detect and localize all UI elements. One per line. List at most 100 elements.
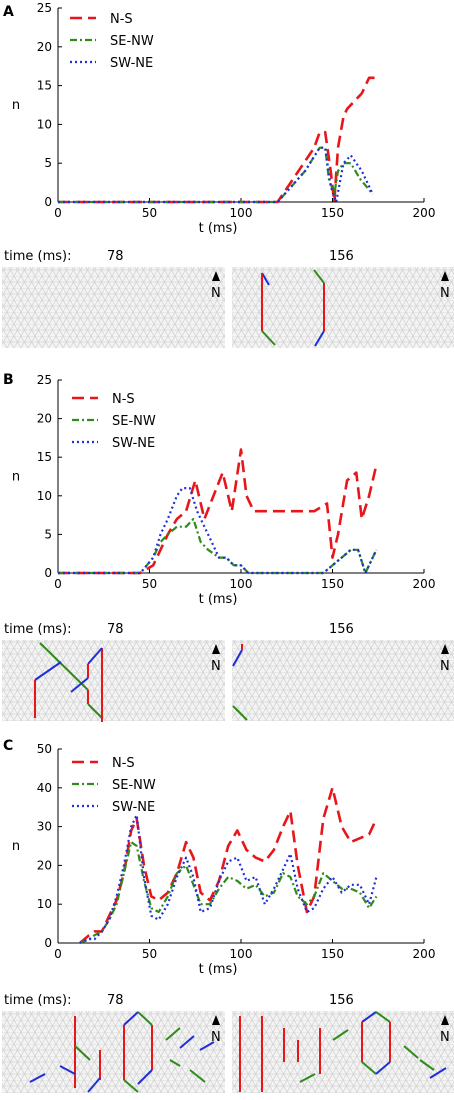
y-tick-label: 20 [37,858,52,872]
north-label: N [211,659,221,674]
north-arrow: N [440,271,450,301]
north-label: N [211,286,221,301]
x-tick-label: 50 [142,947,157,961]
y-tick-label: 25 [37,1,52,15]
y-tick-label: 5 [44,156,52,170]
y-tick-label: 0 [44,936,52,950]
x-tick-label: 150 [321,947,344,961]
x-tick-label: 100 [230,577,253,591]
time-78-label: 78 [107,622,124,637]
y-tick-label: 0 [44,566,52,580]
y-tick-label: 20 [37,412,52,426]
x-tick-label: 150 [321,206,344,220]
north-label: N [440,1030,450,1045]
active-edges-156 [232,644,248,721]
legend: N-S SE-NW SW-NE [72,392,156,451]
panel-letter-c: C [3,738,13,754]
y-axis-label: n [12,98,20,113]
y-tick-label: 10 [37,897,52,911]
series-line-swne [58,146,374,204]
legend-label-swne: SW-NE [112,436,155,451]
panel-b: B 0 50 100 150 200 0 5 10 15 20 25 t (ms) n N-S SE-NW S… [2,372,454,722]
x-tick-label: 50 [142,206,157,220]
x-tick-label: 0 [54,947,62,961]
series-line-ns [58,76,375,204]
north-arrow: N [211,644,221,674]
series-line-swne [58,487,378,575]
legend-label-swne: SW-NE [112,800,155,815]
legend-label-ns: N-S [112,392,135,407]
legend: N-S SE-NW SW-NE [72,756,156,815]
x-tick-label: 200 [413,206,436,220]
legend-label-senw: SE-NW [112,414,156,429]
lattice-snapshot-156 [232,267,454,348]
north-arrow: N [440,644,450,674]
x-tick-label: 150 [321,577,344,591]
chart-b: 0 50 100 150 200 0 5 10 15 20 25 t (ms) n N-S SE-NW SW-… [12,373,436,607]
time-78-label: 78 [107,993,124,1008]
legend-label-ns: N-S [110,12,133,27]
x-axis-label: t (ms) [199,221,238,236]
series-line-swne [79,813,378,945]
legend: N-S SE-NW SW-NE [70,12,154,71]
y-tick-label: 5 [44,527,52,541]
active-edges-78 [29,1011,215,1093]
panel-a: A 0 50 100 150 200 0 5 10 15 20 25 t (ms) n N-S SE-NW S… [2,1,454,348]
north-arrow: N [211,271,221,301]
x-tick-label: 0 [54,206,62,220]
snapshots-b: time (ms): 78 156 N N [2,622,454,722]
panel-c: C 0 50 100 150 200 0 10 20 30 40 50 t (ms) n N-S SE-NW… [2,738,454,1093]
time-label: time (ms): [4,993,71,1008]
y-tick-label: 15 [37,79,52,93]
lattice-snapshot-156 [232,1011,454,1093]
y-axis-label: n [12,470,20,485]
time-label: time (ms): [4,622,71,637]
time-label: time (ms): [4,249,71,264]
x-tick-label: 50 [142,577,157,591]
chart-c: 0 50 100 150 200 0 10 20 30 40 50 t (ms) n N-S SE-NW SW… [12,742,436,977]
y-tick-label: 50 [37,742,52,756]
time-156-label: 156 [329,622,354,637]
y-tick-label: 40 [37,781,52,795]
time-156-label: 156 [329,249,354,264]
y-tick-label: 0 [44,195,52,209]
north-arrow: N [440,1015,450,1045]
active-edges-156 [261,269,325,347]
north-label: N [211,1030,221,1045]
y-tick-label: 30 [37,820,52,834]
lattice-snapshot-78 [2,1011,225,1093]
y-tick-label: 15 [37,450,52,464]
north-label: N [440,659,450,674]
legend-label-senw: SE-NW [110,34,154,49]
lattice-snapshot-156 [232,640,454,721]
legend-label-ns: N-S [112,756,135,771]
y-tick-label: 10 [37,489,52,503]
y-tick-label: 20 [37,40,52,54]
y-tick-label: 25 [37,373,52,387]
legend-label-swne: SW-NE [110,56,153,71]
x-axis-label: t (ms) [199,962,238,977]
lattice-snapshot-78 [2,640,225,721]
snapshots-a: time (ms): 78 156 N N [2,249,454,348]
north-arrow: N [211,1015,221,1045]
x-axis-label: t (ms) [199,592,238,607]
y-axis-label: n [12,839,20,854]
series-line-ns [58,448,378,575]
snapshots-c: time (ms): 78 156 N N [2,993,454,1093]
panel-letter-a: A [3,4,14,20]
axes: 0 50 100 150 200 0 10 20 30 40 50 t (ms) n [12,742,436,977]
x-tick-label: 100 [230,947,253,961]
x-tick-label: 200 [413,577,436,591]
panel-letter-b: B [3,372,14,388]
legend-label-senw: SE-NW [112,778,156,793]
x-tick-label: 100 [230,206,253,220]
chart-a: 0 50 100 150 200 0 5 10 15 20 25 t (ms) n N-S SE-NW SW-… [12,1,436,236]
series-line-senw [79,840,378,945]
axes: 0 50 100 150 200 0 5 10 15 20 25 t (ms) n [12,1,436,236]
time-156-label: 156 [329,993,354,1008]
active-edges-156 [239,1011,447,1092]
x-tick-label: 0 [54,577,62,591]
x-tick-label: 200 [413,947,436,961]
lattice-snapshot-78 [2,267,225,348]
